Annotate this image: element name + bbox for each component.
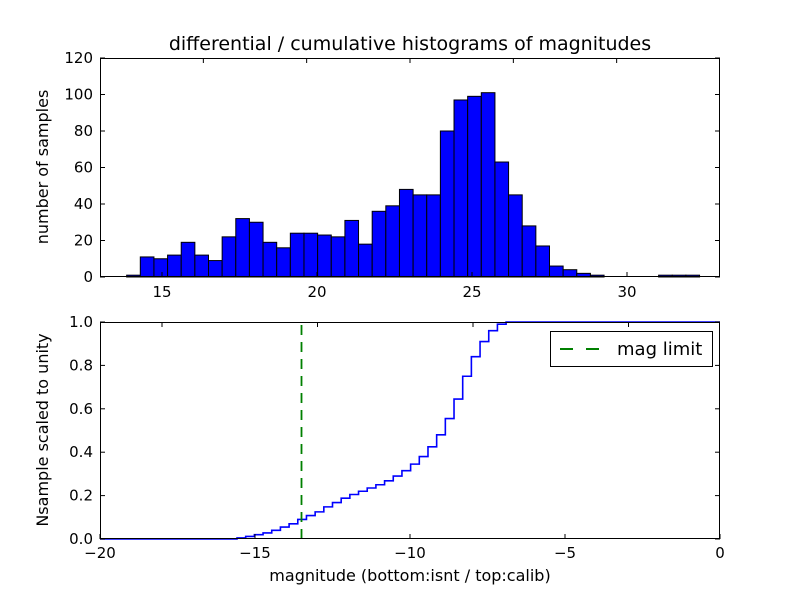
histogram-bar	[208, 260, 223, 278]
histogram-bar	[289, 232, 305, 278]
y-tick-label: 60	[74, 159, 93, 177]
y-tick-label: 0	[83, 268, 93, 286]
histogram-bar	[180, 241, 196, 278]
histogram-bar	[521, 225, 537, 278]
y-tick-label: 0.6	[69, 400, 93, 418]
chart-render-layer: 15 20 25 30 0 20 40 60 80 100 120 −20 −15 −10 −5 0 0.0 0.…	[64, 49, 724, 562]
x-tick-label: −20	[84, 544, 116, 562]
histogram-bar	[153, 258, 169, 278]
x-tick-label: 15	[152, 283, 171, 301]
y-tick-label: 0.2	[69, 487, 93, 505]
bottom-plot-xlabel: magnitude (bottom:isnt / top:calib)	[269, 566, 550, 585]
histogram-bar	[508, 194, 523, 278]
histogram-bar	[317, 234, 332, 278]
y-tick-label: 120	[64, 49, 93, 67]
y-tick-label: 80	[74, 122, 93, 140]
histogram-bar	[494, 161, 510, 278]
histogram-bar	[194, 254, 210, 278]
y-tick-label: 0.0	[69, 530, 93, 548]
x-tick-label: 20	[307, 283, 326, 301]
histogram-bar	[303, 232, 319, 278]
histogram-bar	[439, 130, 455, 278]
x-tick-label: 0	[715, 544, 725, 562]
x-tick-label: −15	[239, 544, 271, 562]
top-plot-ylabel: number of samples	[33, 90, 52, 245]
histogram-bar	[398, 188, 414, 278]
histogram-bar	[235, 218, 250, 278]
figure-title: differential / cumulative histograms of …	[169, 33, 651, 55]
histogram-bar	[562, 269, 578, 278]
histogram-bar	[262, 241, 278, 278]
cumulative-step-curve	[100, 321, 720, 540]
y-tick-label: 100	[64, 86, 93, 104]
y-tick-label: 20	[74, 232, 93, 250]
legend-label: mag limit	[617, 339, 702, 360]
histogram-bar	[453, 99, 469, 278]
histogram-bar	[426, 194, 441, 278]
y-tick-label: 0.8	[69, 356, 93, 374]
histogram-bar	[330, 236, 346, 278]
histogram-bar	[139, 256, 155, 278]
histogram-bar	[385, 205, 400, 278]
x-tick-label: −10	[394, 544, 426, 562]
x-tick-label: −5	[554, 544, 576, 562]
histogram-bar	[167, 254, 182, 278]
histogram-bar	[535, 245, 550, 278]
histogram-bar	[480, 92, 496, 278]
y-tick-label: 1.0	[69, 313, 93, 331]
histogram-bar	[358, 243, 373, 278]
histogram-bar	[371, 210, 387, 278]
histogram-bar	[467, 95, 482, 278]
histogram-bar	[549, 265, 564, 278]
x-tick-label: 30	[617, 283, 636, 301]
x-tick-label: 25	[462, 283, 481, 301]
histogram-bar	[412, 194, 428, 278]
legend-box	[550, 331, 713, 367]
y-tick-label: 40	[74, 195, 93, 213]
histogram-bar	[248, 221, 264, 278]
histogram-bar	[344, 219, 360, 278]
y-tick-label: 0.4	[69, 443, 93, 461]
histogram-bar	[221, 236, 237, 278]
histogram-bar	[276, 247, 291, 278]
bottom-plot-ylabel: Nsample scaled to unity	[33, 333, 52, 526]
